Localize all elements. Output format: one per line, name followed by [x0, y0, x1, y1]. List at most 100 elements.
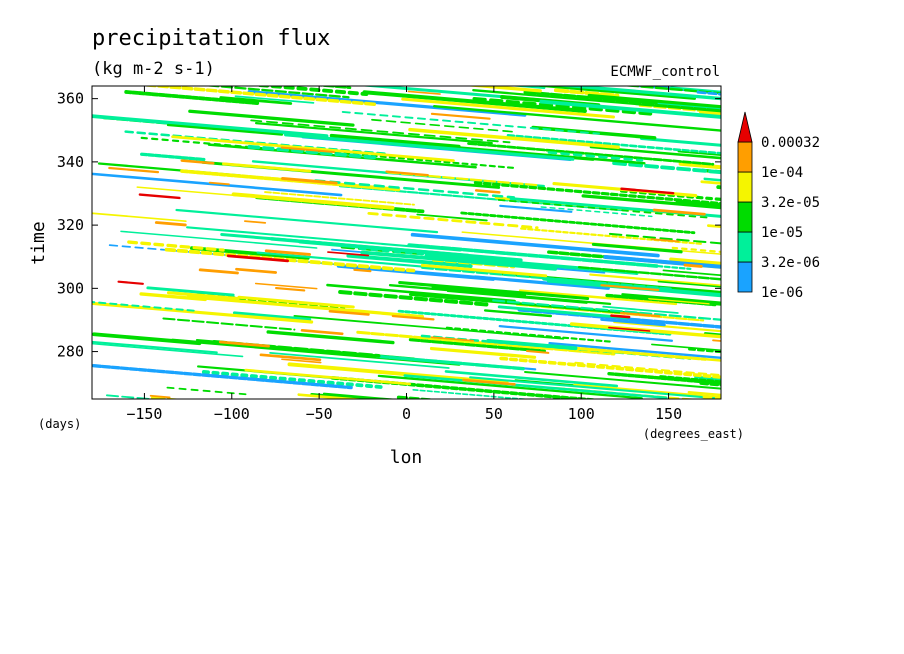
precip-streak: [657, 280, 721, 288]
precip-streak: [368, 138, 646, 165]
precip-streak: [463, 86, 542, 93]
precip-streak: [639, 136, 721, 147]
x-tick-label: 50: [485, 405, 503, 423]
precip-streak: [657, 102, 721, 110]
precip-streak: [407, 243, 661, 269]
colorbar-label: 1e-06: [761, 285, 803, 301]
precip-streak: [650, 43, 890, 63]
precip-streak: [222, 162, 312, 173]
precip-streak-moderate: [407, 90, 441, 95]
precip-streak-moderate: [385, 170, 429, 177]
precip-streak: [684, 52, 815, 63]
x-tick-label: 100: [568, 405, 595, 423]
precip-streak: [346, 253, 473, 269]
precip-streak: [621, 86, 721, 95]
colorbar-segment: [737, 231, 753, 263]
precip-streak: [620, 189, 721, 202]
precip-streak: [591, 242, 683, 254]
precip-streak: [139, 292, 207, 302]
y-tick-label: 360: [57, 90, 84, 108]
precip-streak: [146, 286, 235, 297]
precip-streak: [166, 123, 284, 136]
precip-streak: [164, 247, 416, 273]
precip-streak: [264, 191, 415, 206]
precip-streak: [136, 186, 383, 209]
precip-streak: [467, 142, 715, 166]
x-tick-label: −150: [126, 405, 162, 423]
precip-streak: [408, 338, 546, 353]
precip-streak: [696, 90, 721, 96]
colorbar-label: 3.2e-06: [761, 255, 820, 271]
precip-streak: [538, 86, 696, 100]
precip-streak: [247, 90, 527, 117]
precip-streak: [445, 326, 614, 343]
precip-streak: [698, 109, 721, 116]
precip-streak: [518, 289, 678, 306]
precip-streak-moderate: [275, 287, 306, 292]
precip-streak: [497, 198, 711, 219]
precip-streak: [377, 374, 643, 399]
precip-streak: [140, 136, 316, 154]
precip-streak-moderate: [259, 353, 322, 362]
precip-streak: [171, 135, 455, 163]
precip-streak-moderate: [180, 159, 215, 165]
precip-streak: [388, 284, 612, 306]
precip-streak: [375, 36, 489, 46]
precip-streak-moderate: [391, 314, 435, 321]
precip-streak: [298, 239, 523, 263]
y-axis: 280 300 320 340 360: [57, 90, 721, 361]
precip-streak: [492, 299, 721, 321]
precip-streak: [612, 161, 721, 175]
precip-streak: [469, 376, 721, 399]
precip-streak: [424, 253, 639, 275]
y-tick-label: 300: [57, 279, 84, 297]
precip-streak: [309, 28, 459, 41]
precip-streak-moderate: [254, 282, 318, 290]
colorbar-segment: [737, 141, 753, 173]
precip-streak: [140, 152, 206, 162]
precip-streak: [237, 295, 355, 309]
precip-streak: [662, 269, 721, 277]
precip-streak: [573, 383, 721, 399]
precip-streak: [108, 244, 337, 266]
precip-streak: [293, 314, 565, 340]
precip-streak: [669, 86, 721, 94]
precip-streak: [408, 127, 620, 150]
precip-streak: [244, 368, 412, 386]
y-tick-label: 280: [57, 343, 84, 361]
precip-streak-moderate: [652, 208, 706, 216]
precip-streak-moderate: [281, 358, 322, 364]
precip-streak: [694, 375, 721, 381]
precip-streak: [341, 110, 600, 135]
precip-streak: [473, 275, 610, 290]
precip-streak-moderate: [243, 220, 267, 224]
precip-streak: [651, 343, 721, 352]
precip-streak: [621, 293, 721, 305]
colorbar-label: 0.00032: [761, 135, 820, 151]
precip-streak: [508, 86, 546, 89]
precip-streak: [547, 151, 644, 162]
precip-streak-moderate: [712, 339, 721, 342]
precip-streak: [297, 393, 366, 399]
precip-streak: [254, 121, 493, 145]
precip-streak: [553, 88, 620, 98]
precip-streak-moderate: [430, 112, 491, 120]
precip-streak-moderate: [600, 284, 660, 292]
precip-streak: [92, 363, 353, 390]
precip-streak: [607, 371, 721, 385]
x-tick-label: −100: [214, 405, 250, 423]
precip-streak: [483, 309, 553, 318]
precip-streak: [202, 86, 350, 99]
model-annotation: ECMWF_control: [610, 64, 720, 80]
colorbar-segment: [737, 171, 753, 203]
precip-streak: [231, 192, 395, 210]
precip-streak: [678, 161, 721, 170]
precip-streak: [127, 240, 225, 252]
precip-streak: [186, 295, 425, 319]
precip-streak-moderate: [430, 336, 475, 342]
precip-field: [92, 28, 890, 399]
precip-streak-high: [138, 193, 181, 200]
precip-streak: [509, 197, 721, 218]
precip-streak-high: [610, 314, 631, 319]
